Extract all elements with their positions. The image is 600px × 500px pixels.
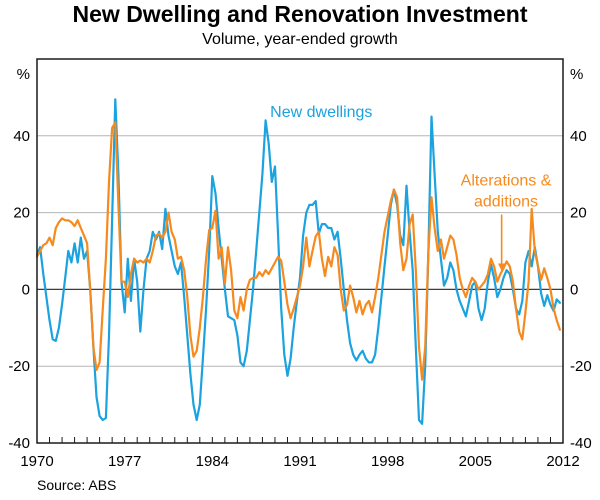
source-note: Source: ABS	[37, 477, 117, 493]
x-tick-label: 1998	[371, 453, 404, 470]
plot-border	[36, 58, 564, 444]
series-label-alterations-additions: Alterations &	[461, 172, 552, 189]
y-axis-unit-right: %	[570, 66, 583, 83]
x-tick-label: 1977	[108, 453, 141, 470]
y-tick-label-left: 20	[13, 205, 30, 222]
x-tick-label: 2005	[459, 453, 492, 470]
x-tick-label: 1984	[196, 453, 229, 470]
series-line-alterations-additions	[35, 121, 562, 381]
y-axis-unit-left: %	[17, 66, 30, 83]
y-tick-label-left: -20	[8, 358, 30, 375]
chart-title: New Dwelling and Renovation Investment	[72, 1, 528, 27]
series-label-alterations-additions: additions	[474, 193, 538, 210]
chart-subtitle: Volume, year-ended growth	[202, 31, 398, 48]
y-tick-label-left: 40	[13, 128, 30, 145]
x-tick-label: 1970	[20, 453, 53, 470]
annotation-arrowhead-icon	[498, 263, 506, 271]
y-tick-label-left: -40	[8, 435, 30, 452]
x-tick-label: 1991	[283, 453, 316, 470]
y-tick-label-right: 40	[570, 128, 587, 145]
y-tick-label-right: 20	[570, 205, 587, 222]
y-tick-label-right: 0	[570, 281, 578, 298]
y-tick-label-right: -40	[570, 435, 592, 452]
y-tick-label-left: 0	[22, 281, 30, 298]
x-tick-label: 2012	[546, 453, 579, 470]
series-label-new-dwellings: New dwellings	[270, 104, 372, 121]
y-tick-label-right: -20	[570, 358, 592, 375]
